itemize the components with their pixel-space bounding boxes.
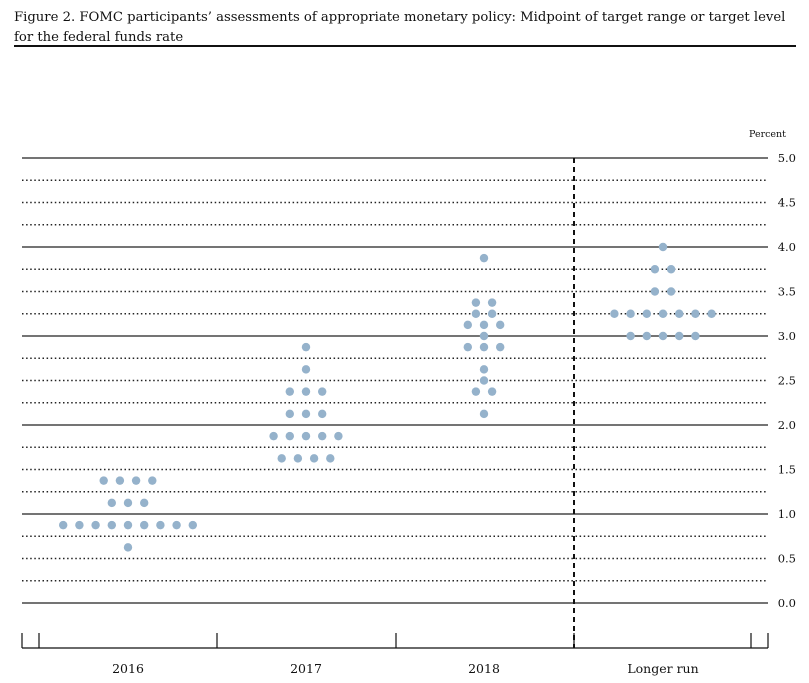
participant-dot	[285, 409, 294, 419]
participant-dot	[658, 331, 668, 341]
participant-dot	[107, 520, 117, 530]
y-tick-label: 2.5	[778, 374, 796, 388]
participant-dot	[658, 242, 668, 252]
y-tick-label: 4.0	[778, 240, 796, 254]
participant-dot	[479, 376, 489, 385]
y-tick-label: 1.5	[778, 463, 796, 477]
participant-dot	[318, 387, 327, 396]
participant-dot	[471, 298, 481, 307]
participant-dot	[479, 342, 489, 352]
x-category-label: 2018	[468, 661, 500, 676]
participant-dot	[115, 476, 125, 485]
participant-dot	[269, 431, 278, 441]
participant-dot	[140, 520, 149, 530]
participant-dot	[610, 309, 619, 318]
x-category-label: Longer run	[627, 661, 698, 676]
y-tick-label: 2.0	[778, 418, 796, 432]
participant-dot	[123, 520, 133, 530]
participant-dot	[487, 387, 497, 396]
participant-dot	[326, 454, 335, 463]
participant-dot	[626, 331, 635, 341]
y-tick-label: 4.5	[778, 196, 796, 210]
participant-dot	[188, 520, 197, 530]
y-tick-label: 0.0	[778, 596, 796, 610]
participant-dot	[479, 320, 489, 330]
participant-dot	[301, 342, 311, 352]
participant-dot	[650, 265, 660, 274]
y-tick-label: 3.0	[778, 329, 796, 343]
participant-dot	[334, 431, 343, 441]
participant-dot	[471, 309, 481, 318]
participant-dot	[99, 476, 108, 485]
participant-dot	[479, 253, 489, 263]
participant-dot	[479, 331, 489, 341]
participant-dot	[277, 454, 286, 463]
participant-dot	[131, 476, 141, 485]
participant-dot	[658, 309, 668, 318]
y-tick-label: 3.5	[778, 285, 796, 299]
participant-dot	[148, 476, 157, 485]
participant-dot	[675, 331, 684, 341]
participant-dot	[318, 409, 327, 419]
participant-dot	[463, 320, 472, 330]
participant-dot	[707, 309, 716, 318]
participant-dot	[301, 431, 311, 441]
participant-dot	[293, 454, 303, 463]
participant-dot	[75, 520, 84, 530]
participant-dot	[123, 543, 133, 552]
participant-dot	[675, 309, 684, 318]
participant-dot	[691, 331, 700, 341]
participant-dot	[107, 498, 117, 508]
participant-dot	[496, 342, 505, 352]
x-category-label: 2017	[290, 661, 322, 676]
participant-dot	[59, 520, 68, 530]
participant-dot	[666, 287, 676, 296]
participant-dot	[156, 520, 165, 530]
participant-dot	[642, 309, 651, 318]
participant-dot	[172, 520, 181, 530]
participant-dot	[318, 431, 327, 441]
participant-dot	[479, 365, 489, 374]
participant-dot	[123, 498, 133, 508]
participant-dot	[463, 342, 472, 352]
figure-title: Figure 2. FOMC participants’ assessments…	[14, 10, 786, 45]
participant-dot	[642, 331, 651, 341]
participant-dot	[285, 387, 294, 396]
participant-dot	[301, 409, 311, 419]
participant-dot	[140, 498, 149, 508]
participant-dot	[301, 387, 311, 396]
participant-dot	[91, 520, 100, 530]
y-axis-unit-label: Percent	[749, 129, 786, 140]
y-tick-label: 5.0	[778, 151, 796, 165]
participant-dot	[301, 365, 311, 374]
participant-dot	[479, 409, 489, 419]
y-tick-label: 0.5	[778, 552, 796, 566]
participant-dot	[650, 287, 660, 296]
participant-dot	[487, 309, 497, 318]
participant-dot	[487, 298, 497, 307]
participant-dot	[285, 431, 294, 441]
participant-dot	[309, 454, 319, 463]
participant-dot	[666, 265, 676, 274]
y-tick-label: 1.0	[778, 507, 796, 521]
x-category-label: 2016	[112, 661, 144, 676]
title-rule	[14, 45, 796, 47]
participant-dot	[626, 309, 635, 318]
participant-dot	[691, 309, 700, 318]
participant-dot	[496, 320, 505, 330]
participant-dot	[471, 387, 481, 396]
